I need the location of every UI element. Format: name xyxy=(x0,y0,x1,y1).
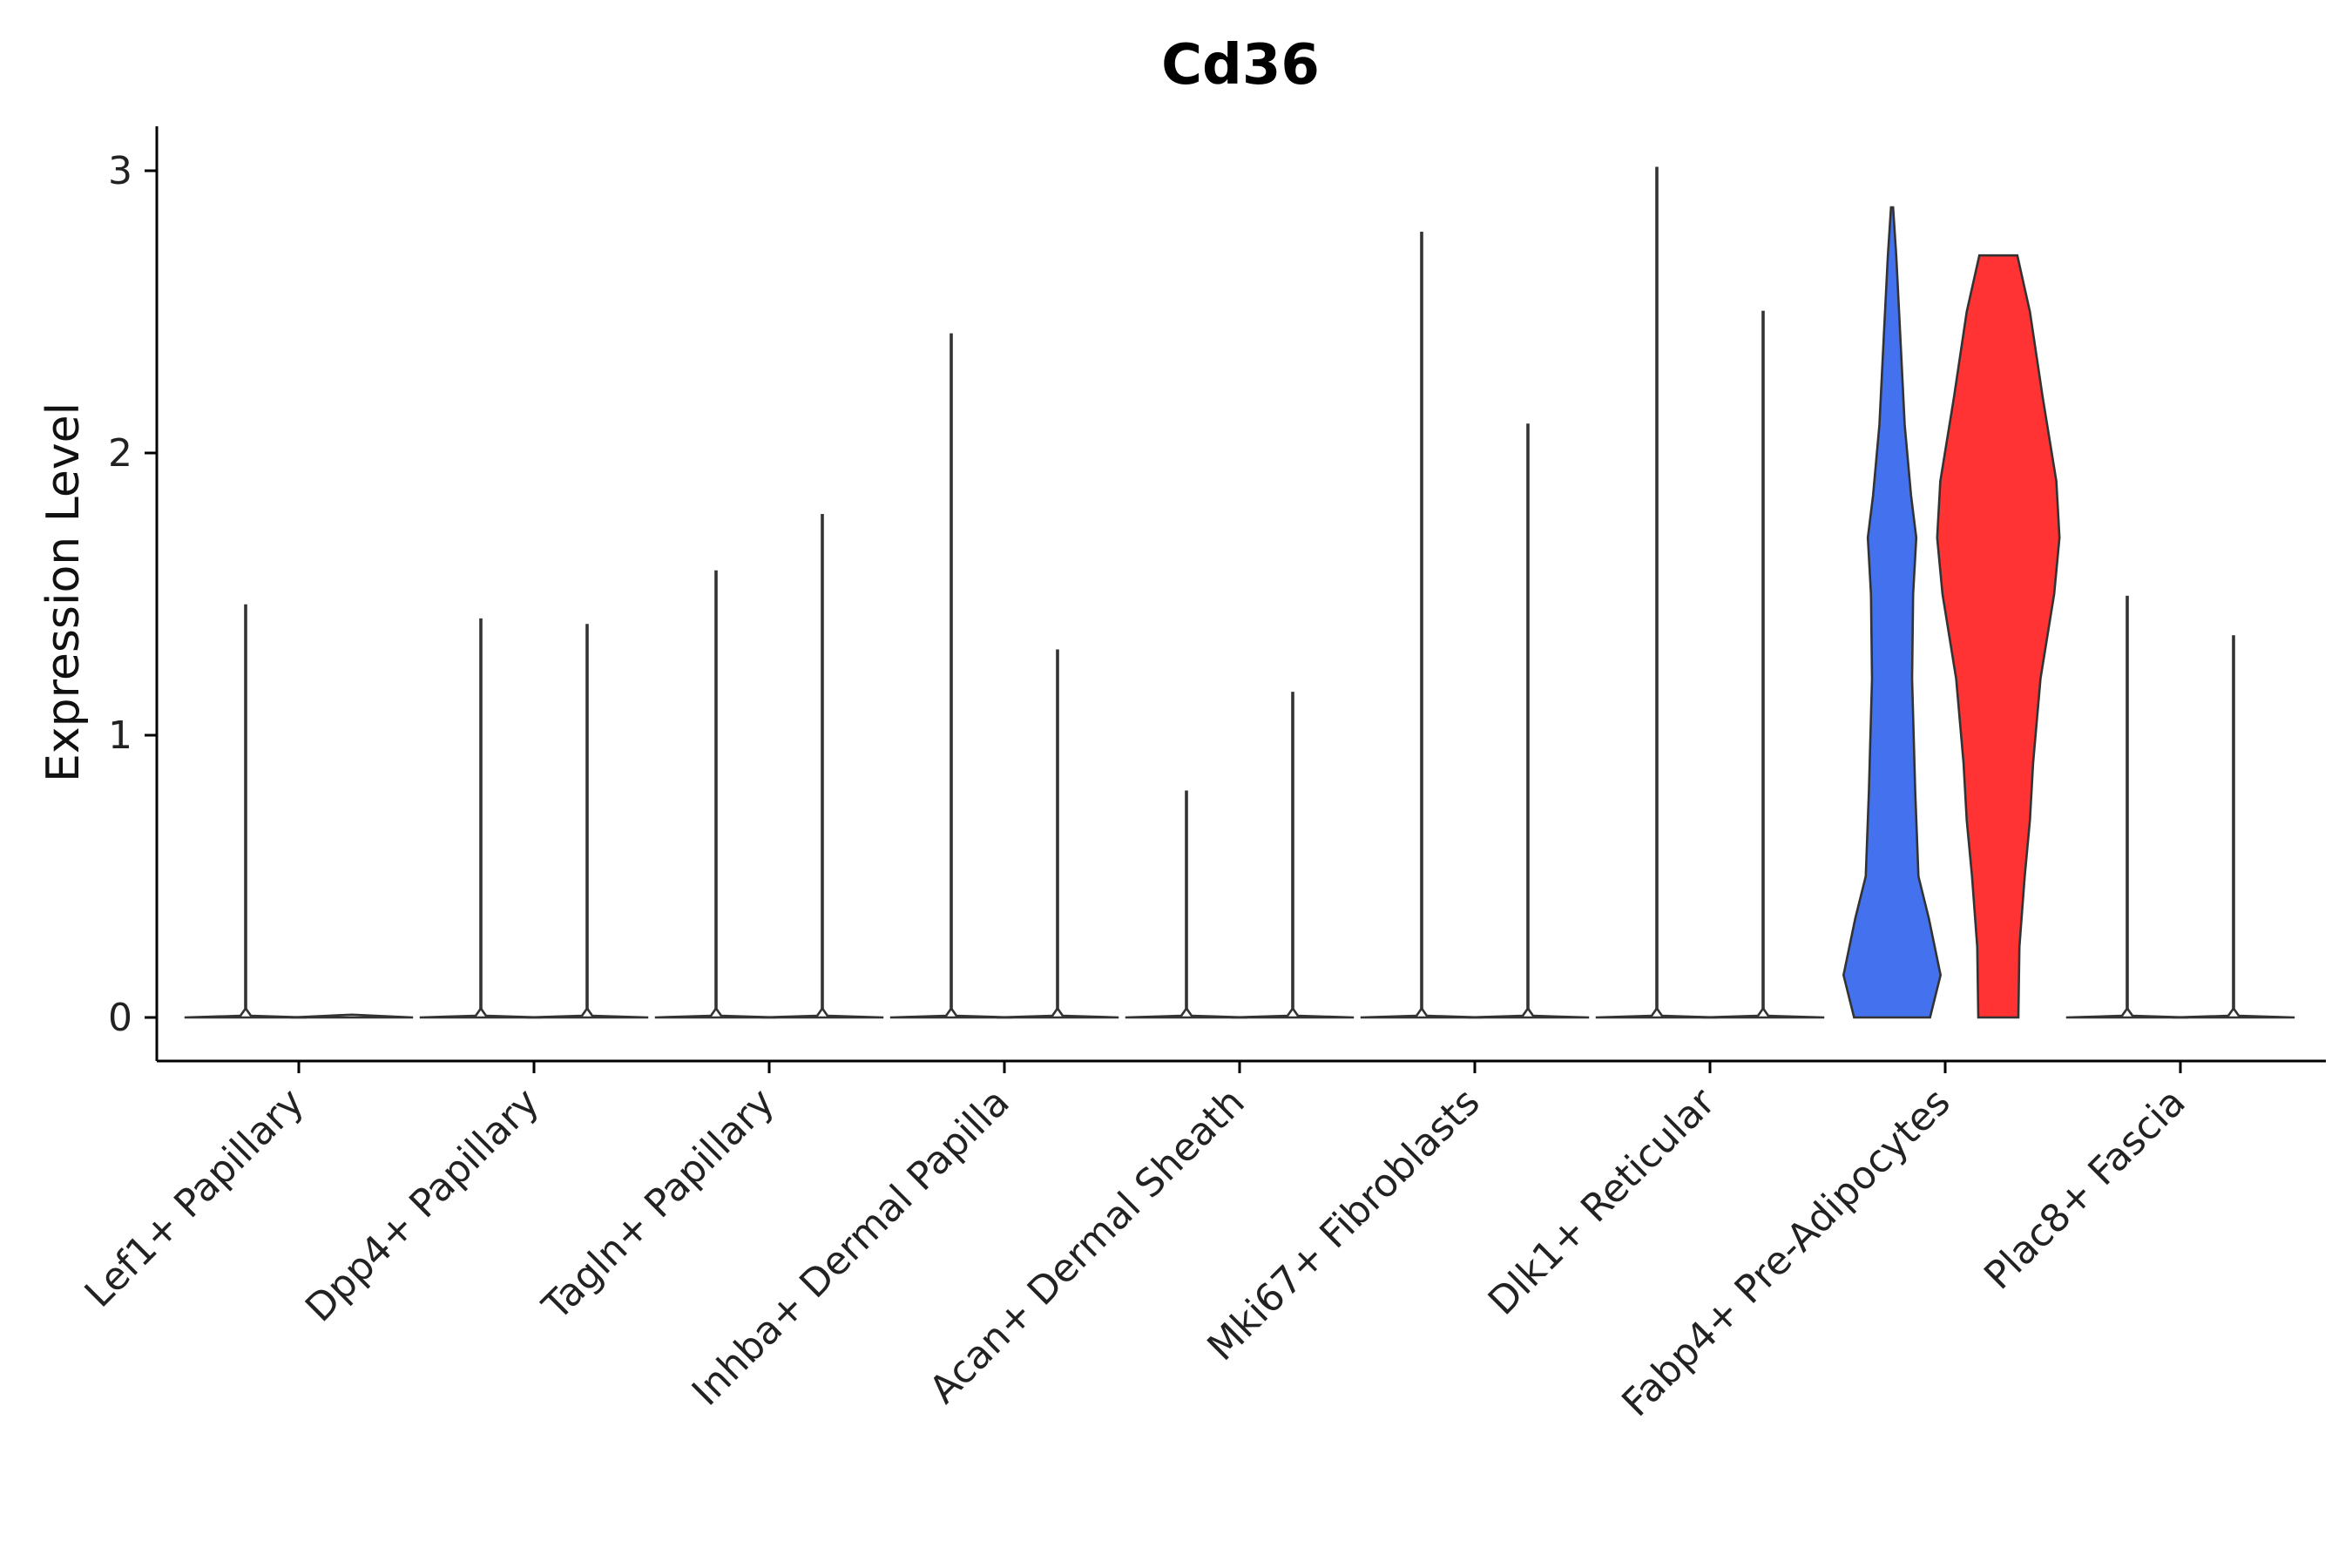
violin-group2-7 xyxy=(1936,253,2061,1019)
violin-group2-0 xyxy=(290,1013,414,1019)
y-tick-label: 3 xyxy=(108,149,132,193)
violin-group1-3 xyxy=(889,333,1013,1019)
x-tick-label: Plac8+ Fascia xyxy=(1976,1080,2194,1299)
x-tick-label: Mki67+ Fibroblasts xyxy=(1199,1080,1488,1369)
violin-group2-3 xyxy=(996,649,1119,1019)
violin-group1-0 xyxy=(184,604,308,1019)
violin-group1-7 xyxy=(1842,206,1943,1019)
violin-group2-1 xyxy=(525,624,649,1019)
violin-group1-2 xyxy=(654,570,778,1019)
y-tick-label: 1 xyxy=(108,713,132,758)
violin-group1-1 xyxy=(419,618,543,1019)
violin-group2-5 xyxy=(1466,423,1590,1019)
violin-group2-6 xyxy=(1701,310,1825,1019)
violin-group2-8 xyxy=(2172,635,2295,1019)
plot-area xyxy=(184,166,2295,1019)
violin-group1-8 xyxy=(2065,595,2189,1019)
violin-group1-5 xyxy=(1360,232,1484,1019)
x-tick-label: Lef1+ Papillary xyxy=(77,1080,313,1316)
y-tick-label: 2 xyxy=(108,431,132,476)
y-axis-label: Expression Level xyxy=(37,402,90,782)
y-tick-label: 0 xyxy=(108,996,132,1040)
violin-group1-6 xyxy=(1595,166,1719,1019)
x-tick-label: Dpp4+ Papillary xyxy=(297,1080,548,1331)
x-tick-label: Dlk1+ Reticular xyxy=(1480,1079,1725,1324)
chart-title: Cd36 xyxy=(1161,33,1320,98)
violin-group2-4 xyxy=(1231,692,1355,1019)
x-tick-label: Tagln+ Papillary xyxy=(534,1080,783,1329)
violin-group2-2 xyxy=(760,514,884,1019)
violin-group1-4 xyxy=(1125,790,1248,1019)
